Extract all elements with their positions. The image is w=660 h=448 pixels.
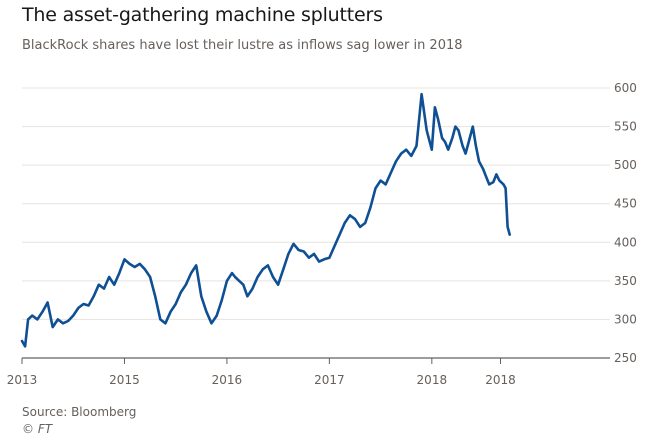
y-tick-label: 300	[614, 312, 637, 326]
x-tick-label: 2018	[417, 373, 448, 387]
series-line	[20, 92, 512, 348]
x-tick-label: 2018	[485, 373, 516, 387]
x-tick-label: 2015	[109, 373, 140, 387]
y-tick-label: 350	[614, 274, 637, 288]
y-tick-label: 250	[614, 351, 637, 365]
x-tick-label: 2016	[212, 373, 243, 387]
y-tick-label: 400	[614, 235, 637, 249]
y-tick-label: 450	[614, 197, 637, 211]
y-tick-label: 600	[614, 81, 637, 95]
x-tick-label: 2013	[7, 373, 38, 387]
chart-title: The asset-gathering machine splutters	[22, 4, 383, 26]
y-tick-label: 500	[614, 158, 637, 172]
y-axis: 250 300 350 400 450 500 550 600	[614, 81, 637, 365]
x-axis: 2013 2015 2016 2017 2018 2018	[7, 358, 516, 387]
series-layer	[20, 92, 512, 348]
x-tick-label: 2017	[314, 373, 345, 387]
y-tick-label: 550	[614, 120, 637, 134]
gridlines	[22, 87, 610, 359]
copyright-note: © FT	[22, 422, 53, 436]
source-note: Source: Bloomberg	[22, 405, 137, 419]
chart-subtitle: BlackRock shares have lost their lustre …	[22, 38, 463, 53]
